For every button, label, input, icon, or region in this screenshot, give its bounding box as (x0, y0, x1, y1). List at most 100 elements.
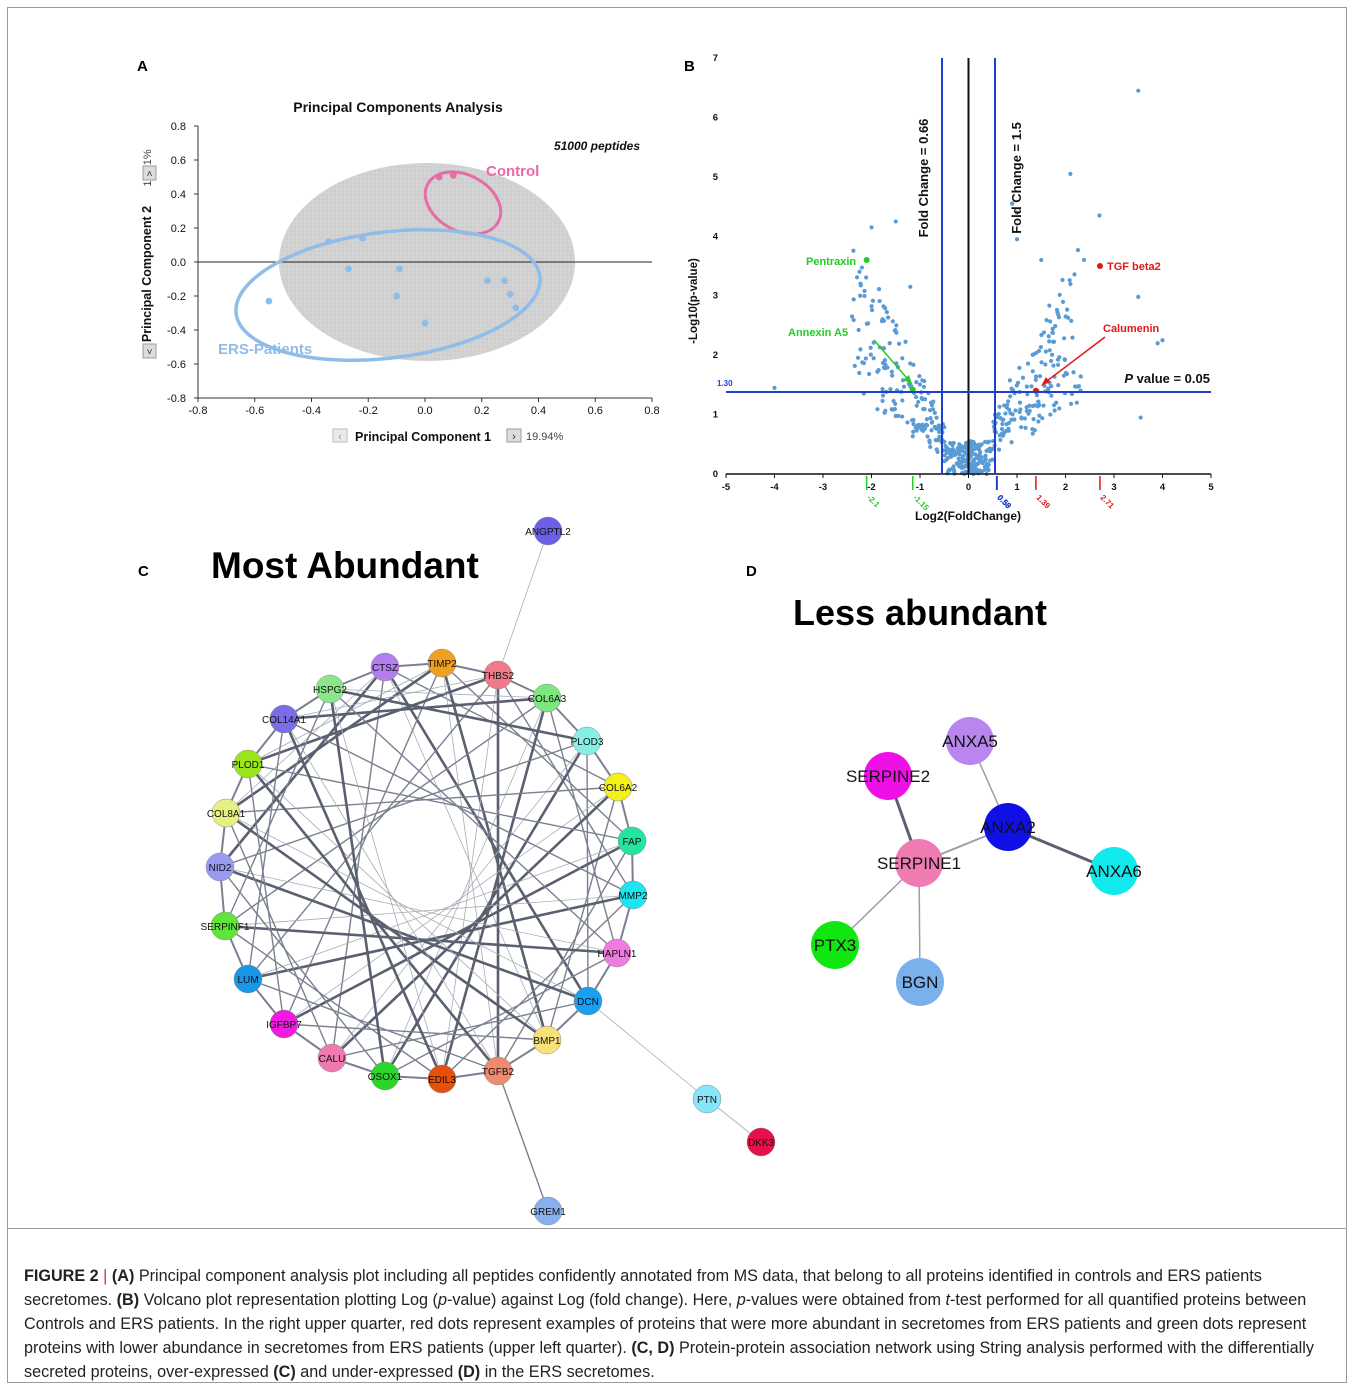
network-c-node[interactable] (211, 798, 241, 828)
network-c-node[interactable] (617, 826, 647, 856)
network-c-node-label: TIMP2 (427, 659, 457, 670)
network-d-title: Less abundant (793, 592, 1048, 633)
network-c-edge (219, 866, 386, 1077)
volcano-point (1155, 341, 1160, 346)
network-d-node[interactable] (984, 803, 1032, 851)
network-c-node[interactable] (532, 1025, 562, 1055)
network-c-node-label: EDIL3 (428, 1075, 456, 1086)
volcano-point (889, 369, 895, 374)
network-c-edge (497, 674, 634, 896)
volcano-point (979, 459, 984, 464)
volcano-point (1136, 294, 1141, 300)
volcano-point (888, 387, 893, 392)
volcano-point (881, 365, 887, 370)
network-c-node[interactable] (602, 938, 632, 968)
volcano-annotation-calumenin: Calumenin (1103, 323, 1160, 335)
volcano-point (948, 448, 954, 453)
volcano-point (1008, 411, 1013, 416)
network-c-node[interactable] (427, 1064, 457, 1094)
volcano-point (996, 447, 1002, 452)
volcano-point (1003, 411, 1008, 416)
volcano-point (935, 426, 940, 431)
volcano-point (862, 293, 867, 299)
volcano-point (963, 459, 968, 464)
network-d-node[interactable] (864, 752, 912, 800)
pca-x-next-button[interactable] (506, 428, 522, 443)
network-c-node[interactable] (370, 652, 400, 682)
volcano-point (979, 442, 984, 447)
volcano-point (968, 454, 973, 459)
network-c-node[interactable] (233, 749, 263, 779)
network-c-node-label: NID2 (209, 863, 232, 874)
network-c-node-label: GREM1 (530, 1207, 566, 1218)
pca-point (265, 297, 273, 305)
volcano-point (896, 341, 902, 346)
network-c-node[interactable] (532, 683, 562, 713)
network-c-node[interactable] (533, 516, 563, 546)
pca-x-tick-label: -0.4 (302, 405, 321, 417)
network-c-node[interactable] (427, 648, 457, 678)
network-d-node-label: ANXA2 (980, 818, 1036, 837)
network-d-node[interactable] (895, 839, 943, 887)
network-c-node[interactable] (269, 1009, 299, 1039)
pca-x-tick-label: 0.6 (588, 405, 603, 417)
network-c-edge (441, 894, 634, 1080)
volcano-point (929, 420, 934, 425)
network-c-edge (247, 978, 499, 1072)
network-c-edge (586, 740, 589, 1002)
network-c-edge (247, 763, 285, 1025)
network-c-node[interactable] (692, 1084, 722, 1114)
network-c-node[interactable] (533, 1196, 563, 1226)
network-c-node[interactable] (370, 1061, 400, 1091)
caption-text-b4: -test performed for all quantified prote… (24, 1291, 1307, 1357)
volcano-point (880, 387, 885, 392)
network-c-node[interactable] (618, 880, 648, 910)
volcano-point (929, 403, 935, 408)
network-c-node[interactable] (746, 1127, 776, 1157)
volcano-point (911, 421, 916, 427)
pca-x-prev-button[interactable] (332, 428, 348, 443)
volcano-point (946, 468, 951, 473)
volcano-point (983, 453, 988, 458)
pca-y-prev-button[interactable] (142, 343, 157, 359)
network-c-edge (225, 812, 333, 1059)
network-c-edge (282, 718, 444, 1080)
volcano-point (876, 287, 882, 292)
volcano-point (936, 437, 941, 443)
network-c-edge (441, 662, 499, 1072)
network-c-node[interactable] (233, 964, 263, 994)
network-d-node[interactable] (1090, 847, 1138, 895)
network-c-edge (440, 662, 549, 1041)
network-c-node[interactable] (269, 704, 299, 734)
network-c-edge (224, 894, 634, 927)
pca-y-next-button[interactable] (142, 165, 157, 181)
network-c-node-label: FAP (623, 837, 642, 848)
volcano-point (984, 465, 989, 470)
network-c-node[interactable] (205, 852, 235, 882)
volcano-point (1039, 257, 1044, 263)
network-c-node[interactable] (572, 726, 602, 756)
network-c-node[interactable] (210, 911, 240, 941)
network-c-node[interactable] (317, 1043, 347, 1073)
caption-text-b1: Volcano plot representation plotting Log… (143, 1291, 438, 1309)
network-c-node[interactable] (573, 986, 603, 1016)
network-c-node[interactable] (603, 772, 633, 802)
volcano-x-tick-label: -5 (722, 482, 731, 493)
volcano-point (974, 456, 979, 461)
network-c-node[interactable] (483, 660, 513, 690)
panel-label-c: C (138, 563, 149, 580)
network-c-node[interactable] (483, 1056, 513, 1086)
pca-point (449, 171, 457, 179)
volcano-point (880, 360, 886, 365)
volcano-point (914, 426, 919, 431)
volcano-point (893, 413, 898, 419)
network-c-node[interactable] (315, 674, 345, 704)
network-d-node[interactable] (896, 958, 944, 1006)
volcano-x-tick-label: -4 (770, 482, 779, 493)
network-d-node[interactable] (946, 717, 994, 765)
pca-point (484, 277, 491, 285)
pca-y-tick-label: 0.4 (171, 189, 186, 201)
volcano-point (1051, 363, 1056, 368)
network-d-node[interactable] (811, 921, 859, 969)
volcano-point (903, 339, 908, 344)
